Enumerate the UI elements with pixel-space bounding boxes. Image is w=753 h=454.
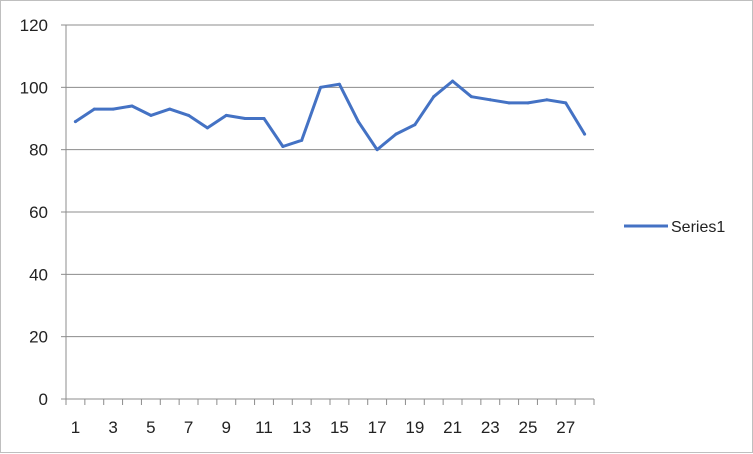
x-tick-label: 11	[255, 418, 273, 437]
data-point	[413, 123, 417, 127]
y-tick-label: 20	[29, 328, 48, 347]
data-point	[469, 95, 473, 99]
x-tick-label: 27	[556, 418, 575, 437]
y-tick-label: 60	[29, 203, 48, 222]
data-point	[583, 132, 587, 136]
data-point	[451, 79, 455, 83]
data-point	[526, 101, 530, 105]
data-point	[224, 113, 228, 117]
x-tick-label: 7	[184, 418, 193, 437]
data-point	[337, 82, 341, 86]
x-tick-label: 1	[71, 418, 80, 437]
data-point	[73, 120, 77, 124]
y-tick-label: 80	[29, 141, 48, 160]
data-point	[545, 98, 549, 102]
data-point	[205, 126, 209, 130]
gridlines	[66, 24, 594, 338]
x-tick-label: 19	[405, 418, 424, 437]
x-axis-tick-labels: 1 3 5 7 9 11 13 15 17 19 21 23 25 27	[71, 418, 575, 437]
y-tick-label: 40	[29, 265, 48, 284]
data-point	[394, 132, 398, 136]
x-tick-label: 3	[108, 418, 117, 437]
axes	[61, 24, 595, 405]
x-tick-label: 15	[330, 418, 349, 437]
data-point	[111, 107, 115, 111]
data-point	[300, 138, 304, 142]
data-point	[130, 104, 134, 108]
x-tick-label: 17	[368, 418, 387, 437]
data-point	[281, 145, 285, 149]
series-layer	[73, 79, 587, 152]
x-tick-label: 21	[443, 418, 462, 437]
data-point	[168, 107, 172, 111]
x-tick-label: 9	[222, 418, 231, 437]
data-point	[187, 113, 191, 117]
data-point	[356, 120, 360, 124]
legend-label-series1: Series1	[671, 219, 725, 236]
y-tick-label: 120	[20, 16, 48, 35]
data-point	[432, 95, 436, 99]
y-axis-tick-labels: 0 20 40 60 80 100 120	[20, 16, 48, 409]
x-tick-label: 23	[481, 418, 500, 437]
data-point	[92, 107, 96, 111]
data-point	[319, 85, 323, 89]
legend: Series1	[624, 219, 725, 236]
data-point	[243, 117, 247, 120]
y-tick-label: 0	[39, 390, 48, 409]
data-point	[149, 113, 153, 117]
data-point	[262, 117, 266, 120]
x-tick-label: 25	[519, 418, 538, 437]
data-point	[488, 98, 492, 102]
data-point	[564, 101, 568, 105]
data-point	[375, 148, 379, 152]
y-tick-label: 100	[20, 78, 48, 97]
x-tick-label: 5	[146, 418, 155, 437]
data-point	[507, 101, 511, 105]
x-tick-label: 13	[292, 418, 311, 437]
series-line-series1	[73, 79, 587, 152]
